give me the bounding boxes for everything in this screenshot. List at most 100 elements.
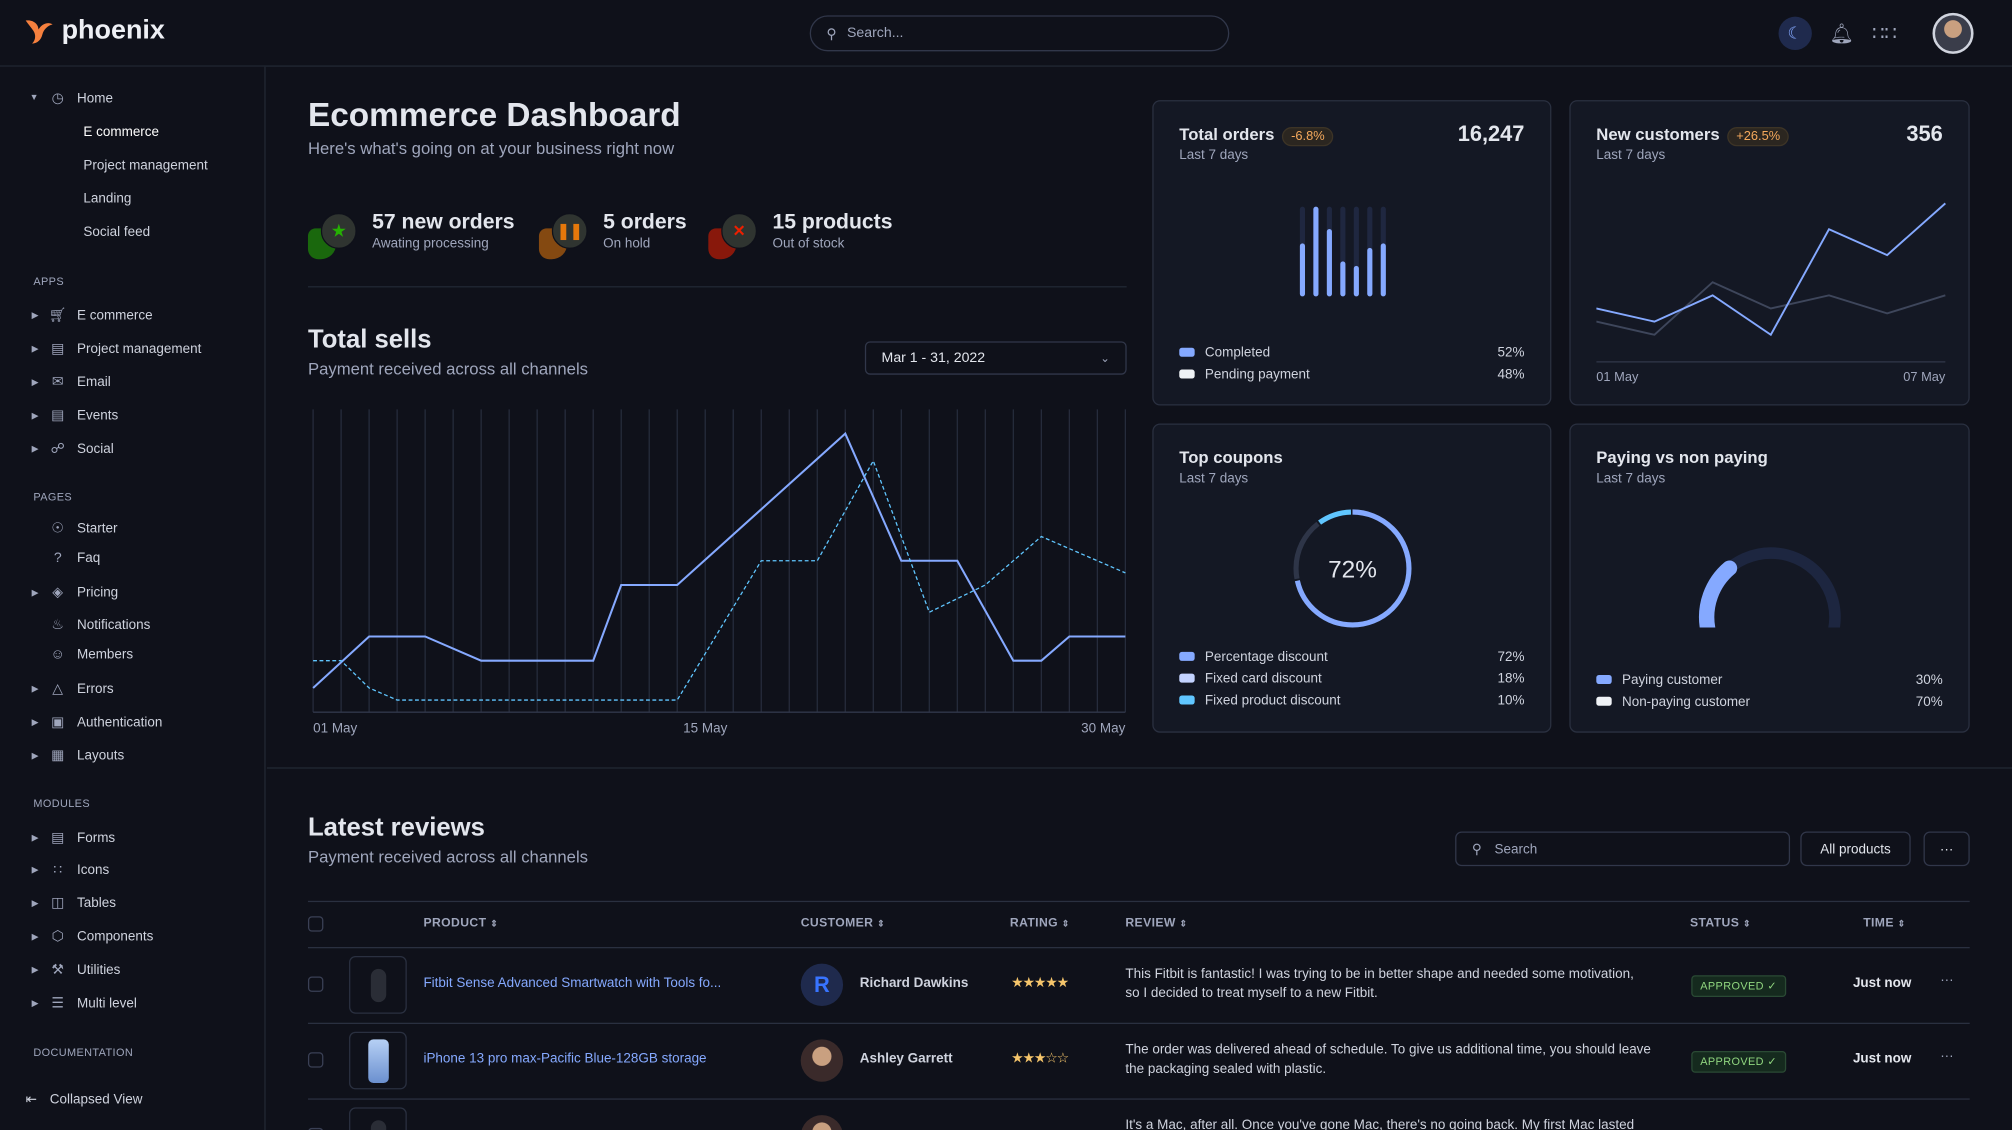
sidebar-subitem-project-management[interactable]: Project management — [83, 157, 208, 174]
logo[interactable]: phoenix — [23, 15, 165, 46]
apps-grid-icon[interactable]: ∷∷ — [1872, 23, 1897, 45]
reviews-search-input[interactable]: ⚲ Search — [1455, 831, 1791, 867]
series-line-solid — [312, 431, 1126, 689]
sidebar-item-tables[interactable]: ▶ ◫ Tables — [26, 894, 116, 911]
review-text: It's a Mac, after all. Once you've gone … — [1125, 1117, 1635, 1130]
product-image — [370, 968, 386, 1002]
sidebar-item-starter[interactable]: ☉ Starter — [26, 520, 118, 536]
product-link[interactable]: Fitbit Sense Advanced Smartwatch with To… — [423, 975, 722, 991]
product-thumbnail[interactable] — [349, 1031, 407, 1090]
orders-bar-chart — [1299, 206, 1386, 297]
layers-icon: ☰ — [51, 995, 65, 1012]
reviews-title: Latest reviews — [307, 813, 485, 842]
star-icon: ★ — [307, 210, 359, 261]
stat-label: Awating processing — [372, 236, 489, 252]
bar-completed — [1326, 229, 1332, 297]
legend-value: 48% — [1497, 366, 1525, 382]
stat-item: ❚❚ 5 orders On hold — [538, 210, 687, 261]
row-checkbox[interactable] — [307, 1127, 324, 1130]
legend-value: 30% — [1915, 671, 1943, 688]
date-range-select[interactable]: Mar 1 - 31, 2022 ⌄ — [864, 341, 1127, 375]
coupons-donut-chart: 72% — [1293, 509, 1412, 628]
sidebar-item-pricing[interactable]: ▶ ◈ Pricing — [26, 584, 119, 600]
row-checkbox[interactable] — [307, 976, 324, 992]
legend-swatch — [1596, 674, 1612, 684]
product-thumbnail[interactable] — [349, 955, 407, 1014]
sidebar-item-forms[interactable]: ▶ ▤ Forms — [26, 829, 116, 846]
select-all-checkbox[interactable] — [307, 916, 324, 932]
bell-icon[interactable]: 🔔︎ — [1829, 23, 1855, 45]
sidebar-item-faq[interactable]: ? Faq — [26, 550, 100, 565]
rating-stars: ★★★☆☆ — [1011, 1050, 1069, 1067]
theme-toggle-moon-icon[interactable]: ☾ — [1778, 16, 1812, 51]
top-coupons-card: Top coupons Last 7 days 72% Percentage d… — [1152, 423, 1552, 733]
stat-value: 57 new orders — [372, 210, 515, 234]
collapsed-view-button[interactable]: ⇤ Collapsed View — [26, 1092, 143, 1107]
column-header-product[interactable]: PRODUCT ⇕ — [423, 916, 498, 930]
sidebar-item-layouts[interactable]: ▶ ▦ Layouts — [26, 747, 125, 763]
legend-label: Percentage discount — [1204, 648, 1328, 665]
new-customers-card: New customers +26.5% Last 7 days 356 01 M… — [1569, 100, 1970, 406]
sidebar-item-members[interactable]: ☺ Members — [26, 647, 134, 662]
x-tick-label: 15 May — [683, 721, 727, 736]
product-link[interactable]: iPhone 13 pro max-Pacific Blue-128GB sto… — [423, 1050, 707, 1067]
series-line-1 — [1596, 281, 1946, 336]
avatar-initial: R — [814, 972, 830, 997]
customer-name[interactable]: Richard Dawkins — [859, 975, 969, 991]
column-label: REVIEW — [1125, 916, 1176, 931]
caret-right-icon: ▶ — [31, 344, 39, 354]
sidebar-subitem-landing[interactable]: Landing — [83, 191, 132, 207]
global-search-input[interactable]: ⚲ Search... — [809, 15, 1230, 52]
sidebar-item-errors[interactable]: ▶ △ Errors — [26, 680, 114, 697]
caret-right-icon: ▶ — [31, 998, 39, 1008]
caret-right-icon: ▶ — [31, 965, 39, 975]
sidebar-item-icons[interactable]: ▶ ∷ Icons — [26, 861, 110, 878]
sidebar-item-email[interactable]: ▶ ✉ Email — [26, 373, 111, 390]
column-header-status[interactable]: STATUS ⇕ — [1690, 916, 1751, 930]
all-products-button[interactable]: All products — [1800, 831, 1911, 867]
legend-swatch — [1179, 695, 1195, 705]
grid-icon: ∷ — [53, 862, 63, 878]
column-header-review[interactable]: REVIEW ⇕ — [1125, 916, 1187, 930]
status-badge: APPROVED ✓ — [1691, 975, 1786, 998]
sidebar-item-authentication[interactable]: ▶ ▣ Authentication — [26, 713, 163, 730]
sidebar-subitem-e-commerce[interactable]: E commerce — [83, 124, 160, 140]
row-checkbox[interactable] — [307, 1052, 324, 1068]
sidebar-subitem-social-feed[interactable]: Social feed — [83, 224, 151, 240]
row-actions-button[interactable]: ··· — [1940, 1048, 1954, 1064]
bell-icon: ♨ — [51, 617, 65, 633]
x-tick-label: 01 May — [1596, 369, 1639, 384]
bar-completed — [1367, 247, 1373, 297]
legend-label: Completed — [1204, 344, 1271, 360]
total-orders-card: Total orders -6.8% Last 7 days 16,247 Com… — [1152, 100, 1552, 406]
total-orders-value: 16,247 — [1457, 121, 1525, 147]
sidebar-item-multi-level[interactable]: ▶ ☰ Multi level — [26, 994, 137, 1011]
sidebar-item-notifications[interactable]: ♨ Notifications — [26, 616, 150, 633]
sidebar-item-utilities[interactable]: ▶ ⚒ Utilities — [26, 961, 121, 978]
row-actions-button[interactable]: ··· — [1940, 972, 1954, 989]
column-header-customer[interactable]: CUSTOMER ⇕ — [801, 916, 885, 930]
product-thumbnail[interactable] — [349, 1107, 407, 1130]
sidebar-item-components[interactable]: ▶ ⬡ Components — [26, 928, 154, 944]
row-divider — [307, 1022, 1970, 1024]
sidebar-item-project-management[interactable]: ▶ ▤ Project management — [26, 340, 202, 357]
more-options-button[interactable]: ··· — [1923, 831, 1970, 867]
sidebar-item-e-commerce[interactable]: ▶ 🛒︎ E commerce — [26, 307, 153, 323]
page-subtitle: Here's what's going on at your business … — [307, 138, 675, 158]
x-tick-label: 30 May — [1081, 721, 1125, 736]
sidebar-item-events[interactable]: ▶ ▤ Events — [26, 407, 119, 424]
customer-name[interactable]: Ashley Garrett — [859, 1050, 953, 1067]
stat-item: ★ 57 new orders Awating processing — [307, 210, 515, 261]
sidebar-item-home[interactable]: ▼ ◷ Home — [26, 90, 113, 106]
pause-icon: ❚❚ — [538, 210, 590, 261]
sidebar-item-label: Email — [76, 374, 111, 390]
sidebar-item-label: Starter — [76, 520, 118, 536]
alert-icon: △ — [52, 681, 64, 697]
column-header-rating[interactable]: RATING ⇕ — [1010, 916, 1070, 930]
total-sells-chart: 01 May 15 May 30 May — [312, 409, 1127, 736]
sidebar-item-social[interactable]: ▶ ☍ Social — [26, 440, 114, 457]
calendar-icon: ▤ — [51, 408, 65, 424]
column-header-time[interactable]: TIME ⇕ — [1863, 916, 1905, 930]
search-icon: ⚲ — [1471, 841, 1482, 857]
user-avatar[interactable] — [1932, 12, 1974, 54]
